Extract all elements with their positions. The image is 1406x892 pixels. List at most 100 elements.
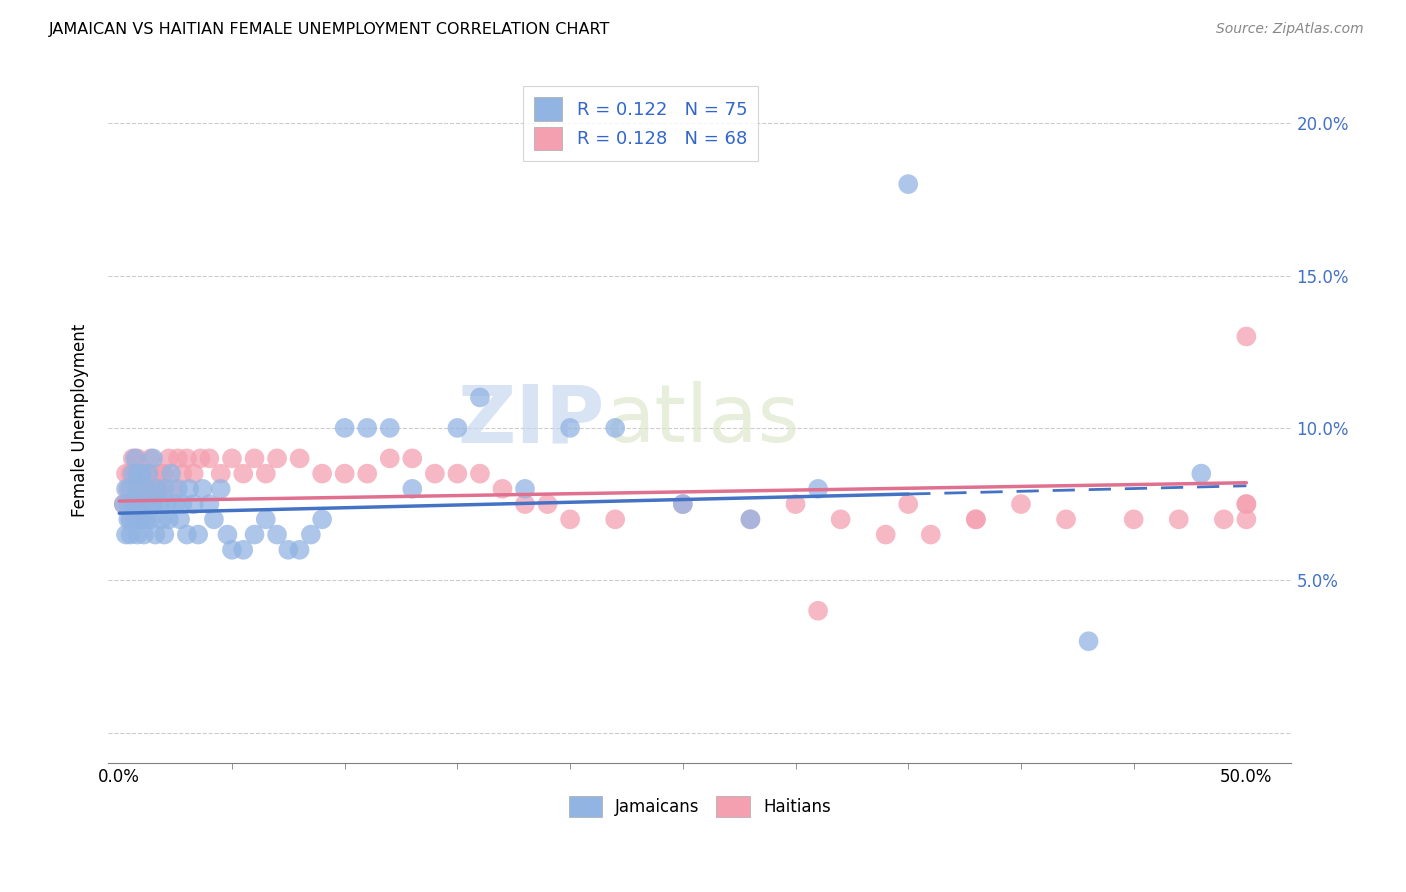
- Point: [135, 482, 157, 496]
- Point: [378, 451, 401, 466]
- Point: [243, 527, 266, 541]
- Point: [209, 467, 232, 481]
- Point: [150, 467, 173, 481]
- Point: [120, 527, 142, 541]
- Point: [132, 527, 155, 541]
- Point: [142, 451, 165, 466]
- Point: [138, 467, 160, 481]
- Point: [127, 497, 149, 511]
- Point: [513, 497, 536, 511]
- Point: [153, 467, 176, 481]
- Point: [311, 467, 333, 481]
- Point: [605, 512, 627, 526]
- Point: [121, 467, 143, 481]
- Point: [785, 497, 807, 511]
- Point: [117, 482, 139, 496]
- Point: [143, 482, 166, 496]
- Point: [217, 527, 239, 541]
- Point: [277, 542, 299, 557]
- Point: [605, 421, 627, 435]
- Point: [128, 512, 150, 526]
- Point: [198, 497, 221, 511]
- Point: [491, 482, 513, 496]
- Point: [513, 482, 536, 496]
- Point: [153, 527, 176, 541]
- Point: [127, 451, 149, 466]
- Point: [232, 467, 254, 481]
- Text: ZIP: ZIP: [458, 381, 605, 459]
- Point: [160, 467, 183, 481]
- Point: [115, 482, 138, 496]
- Point: [209, 482, 232, 496]
- Point: [807, 604, 830, 618]
- Point: [138, 467, 160, 481]
- Point: [128, 482, 150, 496]
- Point: [232, 542, 254, 557]
- Point: [740, 512, 762, 526]
- Point: [179, 482, 201, 496]
- Point: [112, 497, 135, 511]
- Point: [221, 542, 243, 557]
- Point: [183, 497, 205, 511]
- Point: [128, 497, 150, 511]
- Point: [191, 482, 214, 496]
- Point: [146, 482, 169, 496]
- Point: [378, 421, 401, 435]
- Point: [897, 177, 920, 191]
- Point: [254, 512, 277, 526]
- Point: [127, 467, 149, 481]
- Point: [120, 512, 142, 526]
- Point: [124, 451, 146, 466]
- Point: [172, 467, 194, 481]
- Point: [401, 451, 423, 466]
- Point: [1234, 512, 1257, 526]
- Point: [254, 467, 277, 481]
- Point: [875, 527, 897, 541]
- Y-axis label: Female Unemployment: Female Unemployment: [72, 324, 89, 516]
- Point: [149, 497, 172, 511]
- Point: [117, 497, 139, 511]
- Point: [115, 467, 138, 481]
- Point: [157, 512, 180, 526]
- Point: [1010, 497, 1032, 511]
- Point: [266, 451, 288, 466]
- Point: [120, 467, 142, 481]
- Point: [155, 497, 177, 511]
- Point: [120, 512, 142, 526]
- Point: [672, 497, 695, 511]
- Point: [149, 482, 172, 496]
- Legend: Jamaicans, Haitians: Jamaicans, Haitians: [562, 789, 838, 823]
- Point: [132, 497, 155, 511]
- Point: [288, 451, 311, 466]
- Point: [150, 512, 173, 526]
- Point: [127, 482, 149, 496]
- Point: [124, 512, 146, 526]
- Point: [1234, 497, 1257, 511]
- Point: [446, 467, 468, 481]
- Point: [142, 497, 165, 511]
- Point: [558, 421, 581, 435]
- Point: [183, 467, 205, 481]
- Point: [127, 527, 149, 541]
- Point: [139, 451, 162, 466]
- Point: [165, 497, 187, 511]
- Point: [920, 527, 942, 541]
- Point: [299, 527, 322, 541]
- Point: [1122, 512, 1144, 526]
- Point: [202, 512, 225, 526]
- Text: atlas: atlas: [605, 381, 800, 459]
- Text: Source: ZipAtlas.com: Source: ZipAtlas.com: [1216, 22, 1364, 37]
- Point: [115, 527, 138, 541]
- Point: [120, 482, 142, 496]
- Point: [157, 451, 180, 466]
- Point: [1234, 497, 1257, 511]
- Point: [143, 527, 166, 541]
- Point: [124, 497, 146, 511]
- Point: [131, 467, 153, 481]
- Point: [446, 421, 468, 435]
- Point: [190, 451, 212, 466]
- Point: [117, 512, 139, 526]
- Point: [167, 451, 190, 466]
- Point: [356, 467, 378, 481]
- Point: [740, 512, 762, 526]
